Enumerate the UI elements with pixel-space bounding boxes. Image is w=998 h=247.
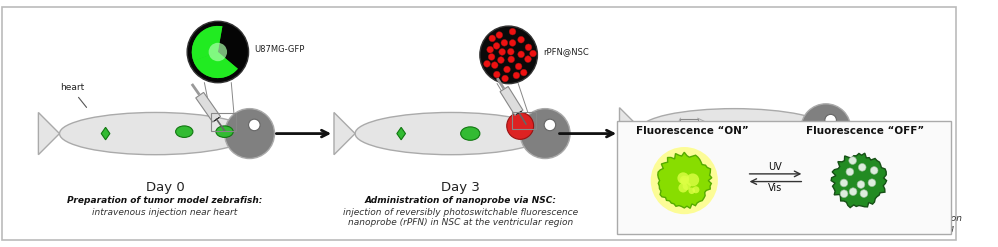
Circle shape bbox=[525, 44, 532, 51]
Circle shape bbox=[502, 75, 508, 82]
Circle shape bbox=[693, 186, 700, 193]
Polygon shape bbox=[516, 111, 522, 115]
Text: Preparation of tumor model zebrafish:: Preparation of tumor model zebrafish: bbox=[68, 196, 262, 205]
Circle shape bbox=[825, 114, 836, 126]
Text: nanoprobe (rPFN) in NSC at the ventricular region: nanoprobe (rPFN) in NSC at the ventricul… bbox=[348, 218, 573, 227]
Polygon shape bbox=[500, 86, 523, 115]
Circle shape bbox=[544, 119, 556, 131]
Circle shape bbox=[518, 36, 524, 43]
Polygon shape bbox=[831, 153, 886, 207]
Text: by reversible fluorescence photoswitching: by reversible fluorescence photoswitchin… bbox=[763, 224, 954, 233]
Circle shape bbox=[496, 32, 503, 39]
Circle shape bbox=[530, 50, 536, 57]
Text: (rPFN@NSC) fluorescence, and confirmation: (rPFN@NSC) fluorescence, and confirmatio… bbox=[763, 214, 962, 223]
Circle shape bbox=[489, 35, 496, 42]
Circle shape bbox=[520, 69, 527, 76]
Polygon shape bbox=[214, 117, 220, 121]
Circle shape bbox=[498, 57, 504, 63]
Circle shape bbox=[509, 28, 516, 35]
Polygon shape bbox=[38, 112, 60, 155]
Text: Administration of nanoprobe via NSC:: Administration of nanoprobe via NSC: bbox=[364, 196, 557, 205]
Text: rPFN@NSC: rPFN@NSC bbox=[543, 47, 589, 57]
Circle shape bbox=[493, 42, 500, 49]
Circle shape bbox=[846, 168, 853, 176]
Ellipse shape bbox=[641, 109, 827, 149]
Text: injection of reversibly photoswitchable fluorescence: injection of reversibly photoswitchable … bbox=[343, 208, 578, 217]
Circle shape bbox=[678, 172, 689, 184]
Circle shape bbox=[520, 109, 570, 159]
Circle shape bbox=[868, 179, 876, 186]
Text: Tumor diagnosis:: Tumor diagnosis: bbox=[763, 191, 849, 201]
Circle shape bbox=[681, 178, 688, 184]
Text: colocalization of green (U87MG) and red: colocalization of green (U87MG) and red bbox=[763, 203, 946, 212]
Circle shape bbox=[800, 104, 851, 154]
Circle shape bbox=[488, 54, 495, 60]
Polygon shape bbox=[334, 112, 355, 155]
Text: Day 3: Day 3 bbox=[441, 181, 480, 194]
Text: Vis: Vis bbox=[768, 183, 782, 193]
Circle shape bbox=[507, 48, 514, 55]
Circle shape bbox=[858, 164, 866, 171]
Circle shape bbox=[651, 147, 718, 214]
Circle shape bbox=[487, 46, 494, 53]
Circle shape bbox=[860, 190, 867, 197]
Circle shape bbox=[680, 176, 689, 185]
Polygon shape bbox=[192, 26, 223, 61]
Circle shape bbox=[525, 56, 531, 62]
Circle shape bbox=[507, 112, 534, 139]
Circle shape bbox=[683, 182, 691, 190]
Circle shape bbox=[188, 21, 249, 83]
Circle shape bbox=[484, 61, 490, 67]
Polygon shape bbox=[620, 108, 641, 150]
Circle shape bbox=[857, 181, 865, 188]
Ellipse shape bbox=[60, 112, 251, 155]
Polygon shape bbox=[196, 92, 221, 122]
Circle shape bbox=[501, 40, 508, 46]
Text: intravenous injection near heart: intravenous injection near heart bbox=[93, 208, 238, 217]
Text: Day 5: Day 5 bbox=[710, 176, 748, 189]
Circle shape bbox=[870, 167, 878, 174]
Ellipse shape bbox=[176, 126, 193, 137]
Circle shape bbox=[249, 119, 260, 131]
Circle shape bbox=[679, 183, 688, 192]
FancyBboxPatch shape bbox=[2, 7, 956, 240]
Polygon shape bbox=[192, 26, 238, 78]
Circle shape bbox=[504, 66, 510, 73]
Circle shape bbox=[509, 40, 516, 46]
Circle shape bbox=[491, 62, 498, 68]
Text: heart: heart bbox=[60, 83, 84, 92]
Circle shape bbox=[480, 26, 538, 84]
Polygon shape bbox=[685, 123, 694, 135]
Circle shape bbox=[515, 63, 522, 70]
Text: Day 0: Day 0 bbox=[146, 181, 185, 194]
Circle shape bbox=[849, 157, 856, 165]
Ellipse shape bbox=[742, 122, 761, 136]
Circle shape bbox=[849, 188, 857, 195]
Polygon shape bbox=[101, 127, 110, 140]
Circle shape bbox=[508, 56, 515, 63]
Circle shape bbox=[840, 190, 848, 198]
FancyBboxPatch shape bbox=[617, 121, 951, 234]
Text: Fluorescence “OFF”: Fluorescence “OFF” bbox=[805, 126, 924, 136]
Circle shape bbox=[840, 179, 847, 187]
Circle shape bbox=[689, 187, 695, 194]
Text: UV: UV bbox=[768, 162, 782, 172]
Polygon shape bbox=[194, 52, 238, 78]
Ellipse shape bbox=[216, 126, 234, 137]
Text: U87MG-GFP: U87MG-GFP bbox=[254, 45, 304, 54]
Circle shape bbox=[499, 49, 506, 55]
Ellipse shape bbox=[355, 112, 547, 155]
Polygon shape bbox=[397, 127, 405, 140]
Circle shape bbox=[518, 51, 525, 58]
Circle shape bbox=[225, 109, 274, 159]
Polygon shape bbox=[658, 152, 712, 208]
Circle shape bbox=[687, 173, 700, 186]
Circle shape bbox=[209, 43, 228, 61]
Circle shape bbox=[493, 71, 500, 78]
Ellipse shape bbox=[461, 127, 480, 140]
Circle shape bbox=[513, 72, 520, 79]
Text: Fluorescence “ON”: Fluorescence “ON” bbox=[636, 126, 748, 136]
